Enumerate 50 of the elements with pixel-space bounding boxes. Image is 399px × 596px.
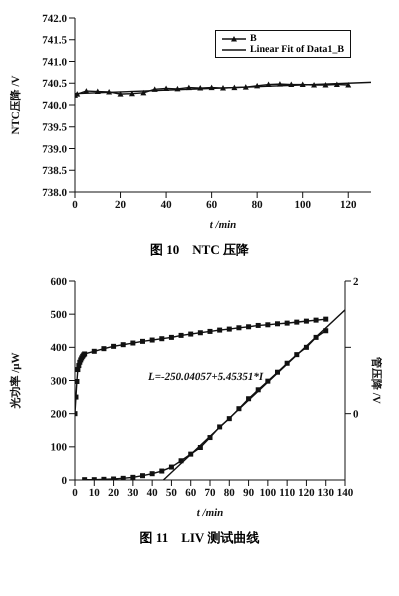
y-tick-label: 500 <box>50 309 68 322</box>
y-tick-label: 741.5 <box>42 34 68 47</box>
x-tick-label: 50 <box>166 486 178 499</box>
x-axis-title: t /min <box>196 507 224 519</box>
x-tick-label: 120 <box>298 486 316 499</box>
y-tick-label: 740.5 <box>42 78 68 90</box>
y-tick-label: 600 <box>50 276 68 288</box>
text: 图 11 LIV 测试曲线 <box>138 529 260 547</box>
x-tick-label: 110 <box>279 486 296 499</box>
y-tick-label: 300 <box>50 375 68 388</box>
x-tick-label: 20 <box>108 486 120 499</box>
y-axis-title: NTC压降 /V <box>8 75 22 134</box>
x-tick-label: 60 <box>185 486 197 499</box>
y-tick-label: 0 <box>62 474 68 487</box>
annotation: L=-250.04057+5.45351*I <box>148 371 264 383</box>
x-tick-label: 10 <box>88 486 100 499</box>
x-tick-label: 70 <box>204 486 216 499</box>
x-tick-label: 120 <box>340 198 357 211</box>
x-tick-label: 140 <box>336 486 354 499</box>
text: 图 10 NTC 压降 <box>149 241 250 259</box>
x-tick-label: 100 <box>260 486 277 499</box>
legend-label: B <box>250 33 257 44</box>
y-tick-label: 741.0 <box>42 56 68 68</box>
x-tick-label: 90 <box>243 486 255 499</box>
y-tick-label: 738.0 <box>42 186 68 199</box>
y-axis-title: 光功率 /μW <box>8 352 22 410</box>
y-tick-label: 738.5 <box>42 165 68 178</box>
x-tick-label: 30 <box>127 486 139 499</box>
x-axis-title: t /min <box>210 219 236 231</box>
y-tick-label: 739.0 <box>42 143 68 156</box>
y2-tick-label: 2 <box>353 276 359 288</box>
x-tick-label: 60 <box>206 198 218 211</box>
x-tick-label: 0 <box>72 198 78 211</box>
x-tick-label: 40 <box>160 198 172 211</box>
x-tick-label: 80 <box>224 486 236 499</box>
y-tick-label: 200 <box>50 408 68 421</box>
y-tick-label: 100 <box>50 442 68 454</box>
y-tick-label: 740.0 <box>42 100 68 112</box>
x-tick-label: 0 <box>72 486 78 499</box>
x-tick-label: 100 <box>294 198 312 211</box>
y-tick-label: 400 <box>50 342 68 354</box>
y2-axis-title: 管压降 /V <box>370 356 384 404</box>
x-tick-label: 20 <box>115 198 127 211</box>
x-tick-label: 80 <box>252 198 264 211</box>
x-tick-label: 130 <box>317 486 334 499</box>
y2-tick-label: 0 <box>353 408 359 421</box>
legend-label: Linear Fit of Data1_B <box>250 44 344 55</box>
y-tick-label: 742.0 <box>42 12 68 25</box>
x-tick-label: 40 <box>146 486 158 499</box>
y-tick-label: 739.5 <box>42 122 68 134</box>
